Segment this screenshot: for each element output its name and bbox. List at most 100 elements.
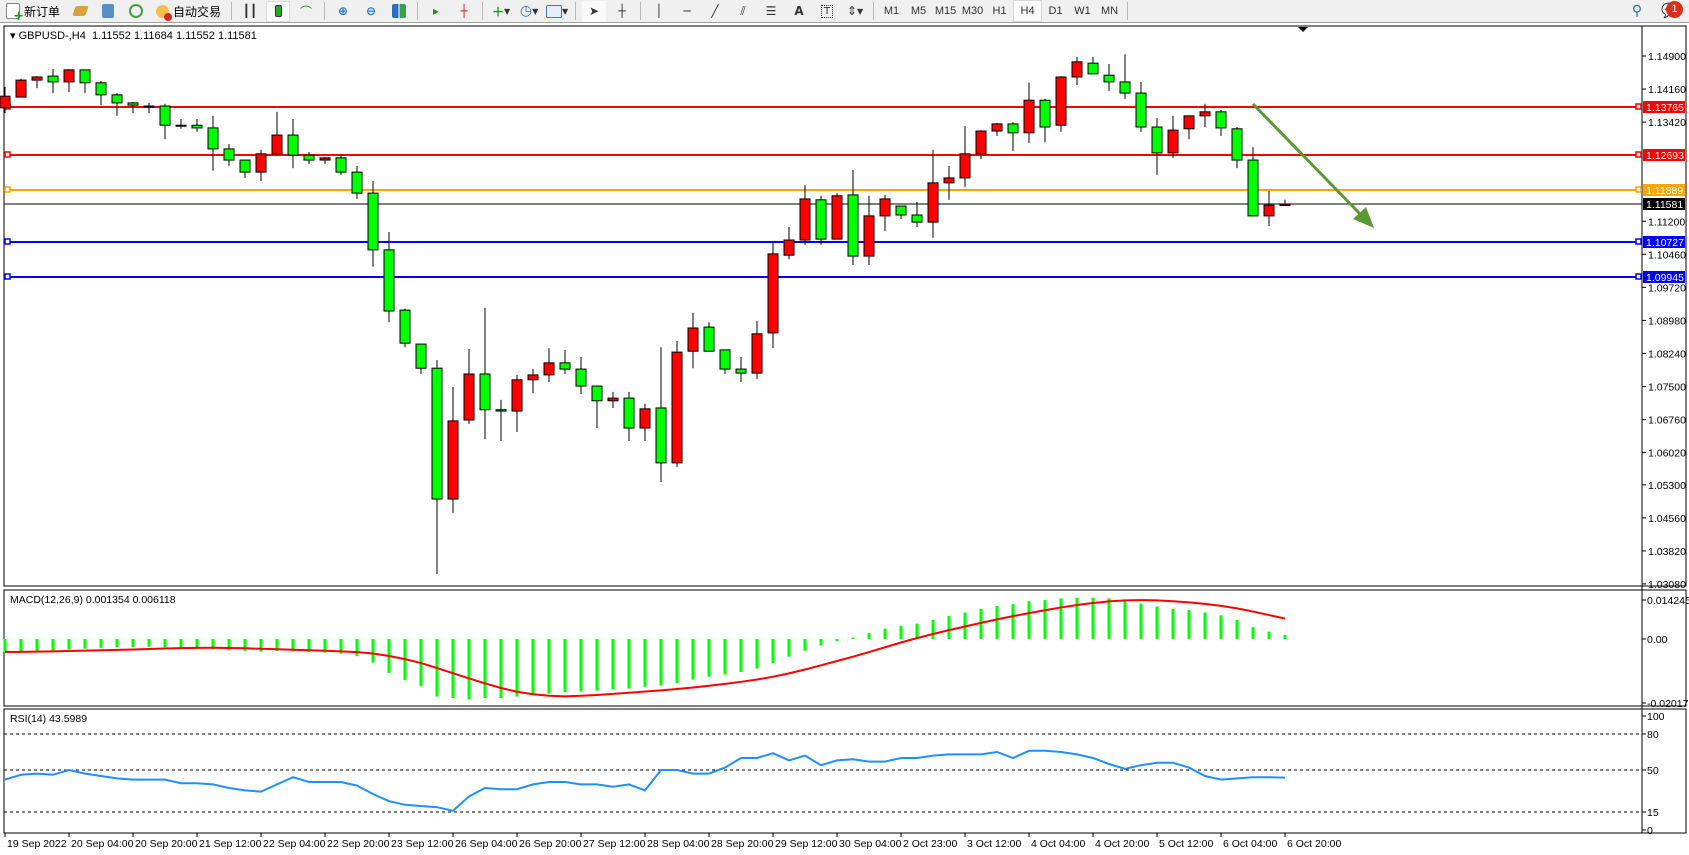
candle-body xyxy=(1007,123,1019,134)
line-chart-button[interactable]: ⌒ xyxy=(294,1,318,22)
templates-button[interactable]: ▼ xyxy=(545,1,569,22)
candle-body xyxy=(975,130,987,155)
clock-icon: ◷ xyxy=(519,3,533,19)
candle xyxy=(703,322,715,352)
timeframe-m30[interactable]: M30 xyxy=(961,5,984,17)
time-tick-label: 2 Oct 23:00 xyxy=(903,838,957,850)
auto-trading-icon xyxy=(156,4,173,21)
search-button[interactable]: ⚲ xyxy=(1625,1,1649,22)
rsi-tick-label: 80 xyxy=(1647,729,1659,741)
notifications-button[interactable]: 💬1 xyxy=(1653,0,1687,22)
fibonacci-icon: ☰ xyxy=(765,4,777,18)
navigator-button[interactable] xyxy=(124,1,148,22)
rsi-line xyxy=(4,749,1286,812)
crosshair-tool[interactable]: ┼ xyxy=(610,1,634,22)
level-anchor-handle[interactable] xyxy=(4,151,11,158)
level-price-label: 1.09945 xyxy=(1646,272,1684,284)
candle xyxy=(559,349,571,374)
candle-body xyxy=(335,157,347,173)
level-anchor-handle[interactable] xyxy=(1635,273,1642,280)
level-anchor-handle[interactable] xyxy=(4,238,11,245)
level-anchor-handle[interactable] xyxy=(1635,151,1642,158)
timeframe-w1[interactable]: W1 xyxy=(1074,5,1091,17)
timeframe-m15[interactable]: M15 xyxy=(934,5,957,17)
candle-body xyxy=(1071,61,1083,78)
level-anchor-handle[interactable] xyxy=(4,186,11,193)
timeframe-h1[interactable]: H1 xyxy=(992,5,1007,17)
time-tick-label: 26 Sep 20:00 xyxy=(519,838,582,850)
trendline-tool[interactable]: ╱ xyxy=(703,1,727,22)
trendline-icon: ╱ xyxy=(711,4,719,18)
candle xyxy=(207,115,219,171)
candle xyxy=(767,241,779,349)
horizontal-line-tool[interactable]: ─ xyxy=(675,1,699,22)
chart-ohlc: 1.11552 1.11684 1.11552 1.11581 xyxy=(91,30,257,42)
zoom-out-button[interactable]: ⊖ xyxy=(359,1,383,22)
time-tick-label: 22 Sep 04:00 xyxy=(263,838,326,850)
candle xyxy=(495,399,507,441)
zoom-in-button[interactable]: ⊕ xyxy=(331,1,355,22)
candle-body xyxy=(47,75,59,83)
candlestick-button[interactable] xyxy=(266,0,291,22)
indicators-button[interactable]: ＋ ▼ xyxy=(489,1,513,22)
candle-body xyxy=(927,182,939,223)
chart-shift-marker-icon xyxy=(1298,27,1308,32)
timeframe-m1[interactable]: M1 xyxy=(883,5,900,17)
bar-chart-button[interactable]: ┃┃ xyxy=(238,1,262,22)
candle-body xyxy=(79,69,91,84)
candle xyxy=(463,348,475,425)
candle xyxy=(447,386,459,513)
timeframe-h4[interactable]: H4 xyxy=(1013,0,1043,22)
candle xyxy=(431,360,443,575)
candle-body xyxy=(367,192,379,251)
cursor-tool[interactable]: ➤ xyxy=(582,0,607,22)
template-icon xyxy=(545,4,562,18)
candle xyxy=(623,391,635,441)
periods-button[interactable]: ◷ ▼ xyxy=(517,1,541,22)
price-tick-label: 1.14900 xyxy=(1648,51,1686,63)
text-tool[interactable]: A xyxy=(787,1,811,22)
add-indicator-icon: ＋ xyxy=(491,4,504,19)
level-anchor-handle[interactable] xyxy=(1635,186,1642,193)
time-tick-label: 6 Oct 20:00 xyxy=(1287,838,1341,850)
chart-shift-button[interactable]: ┼ xyxy=(452,1,476,22)
candle-body xyxy=(1279,203,1291,207)
timeframe-m5[interactable]: M5 xyxy=(910,5,927,17)
separator xyxy=(575,2,577,20)
price-tick-label: 1.11200 xyxy=(1648,216,1685,228)
equidistant-channel-tool[interactable]: ⫽ xyxy=(731,1,755,22)
timeframe-mn[interactable]: MN xyxy=(1100,5,1119,17)
level-anchor-handle[interactable] xyxy=(4,273,11,280)
level-anchor-handle[interactable] xyxy=(1635,103,1642,110)
timeframe-d1[interactable]: D1 xyxy=(1048,5,1063,17)
tile-windows-button[interactable] xyxy=(387,1,411,22)
trend-arrow-line xyxy=(1251,102,1367,221)
auto-trading-button[interactable]: 自动交易 xyxy=(152,1,225,22)
candle-body xyxy=(1039,99,1051,128)
new-order-button[interactable]: + 新订单 xyxy=(2,1,64,23)
auto-scroll-button[interactable]: ▸ xyxy=(424,1,448,22)
line-chart-icon: ⌒ xyxy=(300,4,313,19)
price-tick-label: 1.10460 xyxy=(1648,249,1686,261)
candle xyxy=(959,126,971,187)
candle-body xyxy=(799,198,811,241)
price-tick-label: 1.08980 xyxy=(1648,315,1686,327)
time-tick-label: 28 Sep 20:00 xyxy=(711,838,774,850)
time-tick-label: 27 Sep 12:00 xyxy=(583,838,646,850)
arrows-tool[interactable]: ⇕ ▼ xyxy=(843,1,867,22)
vertical-line-tool[interactable]: │ xyxy=(647,1,671,22)
market-watch-button[interactable] xyxy=(68,1,92,22)
rsi-tick-label: 0 xyxy=(1647,825,1653,837)
level-price-tag xyxy=(1643,101,1685,113)
separator xyxy=(482,2,484,20)
price-tick-label: 1.03820 xyxy=(1648,546,1686,558)
candle xyxy=(607,391,619,408)
level-anchor-handle[interactable] xyxy=(1635,238,1642,245)
candle-body xyxy=(447,420,459,500)
candle xyxy=(863,195,875,266)
data-window-button[interactable] xyxy=(96,1,120,22)
fibonacci-tool[interactable]: ☰ xyxy=(759,1,783,22)
text-label-tool[interactable]: T xyxy=(815,1,839,22)
collapse-triangle-icon[interactable]: ▾ xyxy=(10,30,19,42)
